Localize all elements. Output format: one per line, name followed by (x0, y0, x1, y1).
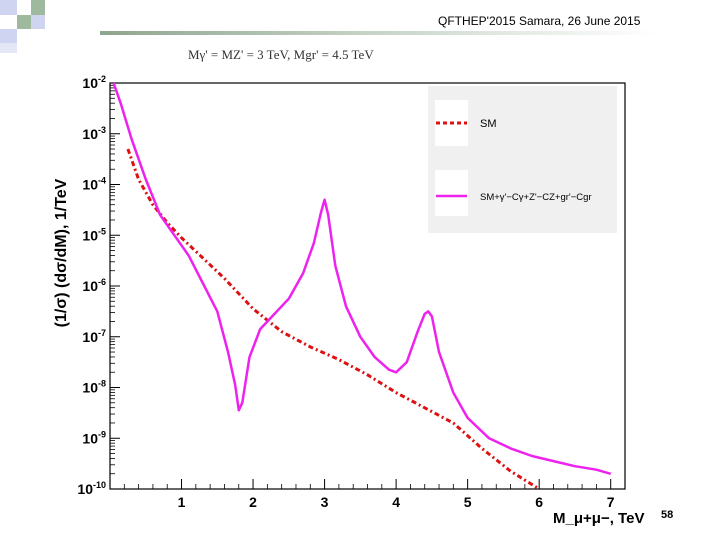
y-tick-label: 10-7 (82, 328, 106, 345)
x-axis-label: M_μ+μ−, TeV (553, 510, 644, 527)
y-tick-label: 10-9 (82, 429, 106, 446)
page-number: 58 (661, 509, 674, 521)
legend-label-signal: SM+γ'−Cγ+Z'−CZ+gr'−Cgr (480, 192, 592, 203)
x-axis: 1 2 3 4 5 6 7 (123, 479, 615, 510)
signal-series-line (112, 82, 612, 476)
y-tick-label: 10-2 (82, 74, 106, 91)
x-tick-label: 5 (464, 494, 472, 510)
x-tick-label: 3 (321, 494, 329, 510)
y-axis: 10-10 10-9 10-8 10-7 10-6 10-5 10-4 10-3 10-2 (77, 74, 120, 497)
y-axis-label: (1/σ) (dσ/dM), 1/TeV (53, 178, 70, 327)
series-lines (112, 82, 612, 491)
y-tick-label: 10-8 (82, 379, 106, 396)
x-tick-label: 2 (249, 494, 257, 510)
mass-formula: Mγ' = MZ' = 3 TeV, Mgr' = 4.5 TeV (188, 47, 374, 62)
y-tick-label: 10-3 (82, 125, 106, 142)
y-tick-label: 10-5 (82, 226, 106, 243)
x-tick-label: 1 (178, 494, 186, 510)
y-tick-label: 10-6 (82, 277, 106, 294)
y-tick-label: 10-4 (82, 176, 106, 193)
x-tick-label: 7 (607, 494, 615, 510)
header-divider (100, 31, 660, 35)
legend-label-sm: SM (480, 118, 497, 130)
legend: SM SM+γ'−Cγ+Z'−CZ+gr'−Cgr (428, 86, 617, 233)
conference-header: QFTHEP'2015 Samara, 26 June 2015 (438, 14, 641, 28)
x-tick-label: 6 (535, 494, 543, 510)
y-tick-label: 10-10 (77, 480, 106, 497)
x-tick-label: 4 (392, 494, 400, 510)
